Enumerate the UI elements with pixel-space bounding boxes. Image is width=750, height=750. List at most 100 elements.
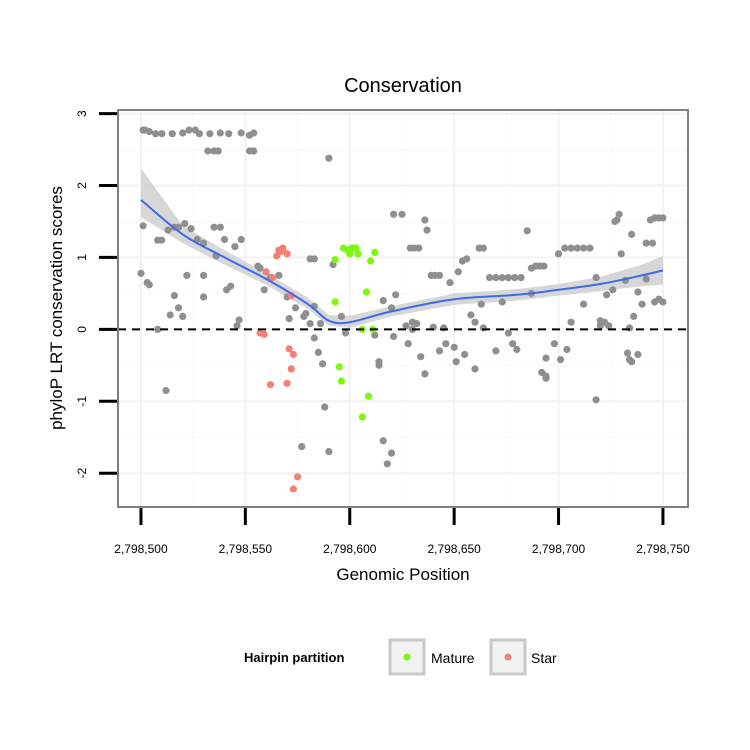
legend: Hairpin partition Mature Star: [244, 638, 557, 676]
point-other: [508, 340, 517, 348]
point-other: [214, 147, 222, 155]
panel-border: [117, 109, 689, 508]
point-other: [471, 318, 479, 326]
point-other: [250, 129, 258, 137]
point-mature: [364, 392, 373, 400]
point-other: [158, 130, 166, 138]
point-other: [390, 210, 398, 218]
point-other: [231, 243, 239, 251]
point-other: [617, 250, 625, 258]
point-other: [479, 244, 487, 252]
legend-label-star: Star: [531, 650, 557, 666]
point-mature: [335, 363, 343, 371]
point-other: [580, 300, 588, 308]
point-other: [628, 230, 636, 238]
x-axis: 2,798,500 2,798,550 2,798,600 2,798,650 2,79…: [114, 508, 690, 556]
point-other: [398, 210, 406, 218]
point-other: [379, 437, 387, 445]
point-other: [446, 279, 454, 287]
point-other: [659, 214, 667, 222]
point-other: [383, 460, 391, 468]
point-other: [492, 274, 500, 282]
point-other: [628, 358, 636, 366]
point-other: [554, 250, 563, 258]
point-other: [580, 244, 588, 252]
point-other: [337, 312, 345, 320]
point-other: [310, 255, 318, 263]
point-star: [287, 365, 295, 373]
point-other: [603, 291, 611, 299]
point-other: [200, 271, 208, 279]
point-other: [342, 329, 350, 337]
point-mature: [371, 248, 379, 256]
point-other: [421, 370, 429, 378]
x-tick-label: 2,798,750: [636, 542, 690, 556]
x-tick-label: 2,798,650: [427, 542, 481, 556]
points-layer: [137, 126, 667, 493]
point-other: [605, 322, 613, 330]
point-other: [586, 244, 594, 252]
legend-marker-mature: [403, 653, 411, 661]
x-tick-label: 2,798,600: [323, 542, 377, 556]
point-other: [325, 448, 333, 456]
point-star: [289, 350, 297, 359]
point-other: [567, 244, 575, 252]
point-other: [642, 275, 650, 283]
point-other: [250, 147, 258, 155]
point-star: [273, 252, 281, 260]
point-other: [404, 340, 412, 348]
point-other: [486, 274, 494, 282]
point-other: [204, 147, 212, 155]
y-tick-label: 1: [75, 254, 89, 261]
point-other: [413, 320, 421, 328]
point-other: [498, 274, 506, 282]
point-other: [321, 403, 329, 411]
point-other: [454, 268, 462, 276]
y-axis-title: phyloP LRT conservation scores: [47, 186, 66, 430]
point-other: [442, 340, 450, 348]
point-star: [283, 379, 291, 387]
point-other: [158, 236, 166, 244]
point-other: [179, 312, 187, 320]
point-star: [262, 268, 270, 276]
point-mature: [358, 413, 366, 421]
point-other: [285, 315, 293, 323]
chart-title: Conservation: [344, 75, 462, 97]
point-other: [185, 126, 193, 134]
point-other: [319, 360, 327, 368]
point-other: [260, 286, 268, 294]
point-other: [183, 271, 191, 279]
grid-lines: [118, 110, 688, 507]
point-other: [206, 130, 214, 138]
point-other: [162, 386, 170, 395]
legend-item-star: Star: [489, 638, 557, 676]
point-star: [294, 473, 302, 481]
point-other: [168, 130, 176, 138]
point-other: [423, 226, 431, 234]
point-other: [371, 331, 379, 339]
point-other: [375, 361, 383, 369]
point-other: [504, 329, 512, 337]
point-other: [216, 129, 224, 137]
point-mature: [352, 244, 360, 252]
y-tick-label: -1: [75, 396, 89, 407]
point-other: [387, 304, 396, 312]
point-other: [187, 225, 195, 233]
point-other: [471, 365, 479, 373]
point-other: [563, 345, 571, 354]
point-other: [415, 244, 423, 252]
point-other: [596, 317, 604, 325]
point-other: [145, 128, 153, 136]
point-other: [642, 239, 650, 247]
point-other: [634, 350, 642, 359]
point-mature: [337, 377, 345, 385]
point-other: [504, 274, 512, 282]
point-other: [567, 318, 575, 326]
point-other: [179, 129, 187, 137]
point-other: [166, 311, 174, 319]
point-other: [390, 332, 398, 341]
point-other: [638, 300, 646, 308]
point-star: [268, 274, 277, 282]
point-other: [170, 292, 178, 300]
